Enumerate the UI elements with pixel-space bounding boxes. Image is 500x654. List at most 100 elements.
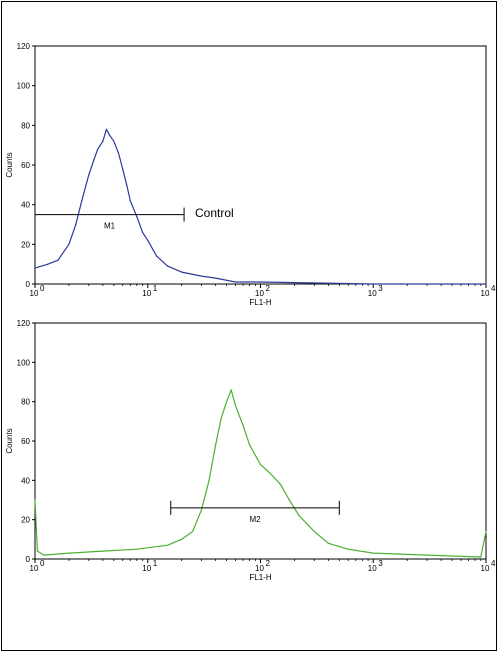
histogram-point [426,554,428,556]
x-tick-label: 10 [481,289,490,298]
histogram-panel-1: 020406080100120100101102103104FL1-HCount… [5,42,496,307]
histogram-point [248,444,251,446]
histogram-point [92,160,95,162]
histogram-point [480,556,482,558]
histogram-point [129,200,131,202]
histogram-series-line [34,128,486,285]
y-tick-label: 120 [17,42,31,51]
histogram-point [34,499,36,501]
histogram-point [122,168,124,170]
y-tick-label: 20 [21,516,30,525]
y-axis-title: Counts [5,428,14,453]
histogram-point [88,174,90,176]
histogram-point [259,281,262,283]
histogram-point [234,281,237,283]
x-tick-label: 10 [30,564,39,573]
histogram-point [347,548,349,550]
y-tick-label: 100 [17,358,31,367]
y-tick-label: 100 [17,82,31,91]
histogram-point [43,554,45,556]
x-axis-title: FL1-H [249,573,271,582]
x-tick-label: 10 [30,289,39,298]
y-tick-label: 60 [21,437,30,446]
histogram-point [126,184,128,186]
histogram-point [230,389,232,391]
histogram-point [215,444,217,446]
histogram-point [485,283,487,285]
histogram-point [141,231,144,234]
histogram-point [147,239,149,241]
histogram-point [75,223,77,226]
histogram-point [81,200,83,202]
x-tick-exponent: 1 [153,284,158,293]
y-tick-label: 80 [21,398,30,407]
x-tick-exponent: 0 [40,284,45,293]
histogram-point [36,550,38,552]
y-tick-label: 0 [26,555,31,564]
histogram-series-line [34,389,487,558]
histogram-point [102,550,104,552]
y-tick-label: 60 [21,161,30,170]
histogram-panel-2: 020406080100120100101102103104FL1-HCount… [5,319,496,582]
x-tick-exponent: 3 [378,559,383,568]
x-tick-label: 10 [368,289,377,298]
histogram-point [259,464,262,466]
histogram-point [47,263,49,265]
x-tick-exponent: 1 [153,559,158,568]
plot-area-border [34,45,487,285]
histogram-point [485,530,487,533]
histogram-point [215,277,217,279]
histogram-point [181,538,183,540]
histogram-point [242,424,244,426]
histogram-point [313,530,315,533]
x-tick-label: 10 [255,564,264,573]
histogram-point [136,215,138,218]
x-tick-exponent: 2 [266,559,271,568]
histogram-point [298,515,300,517]
control-annotation: Control [195,206,234,220]
histogram-point [156,255,158,257]
histogram-point [68,552,70,554]
histogram-point [113,140,115,142]
histogram-point [225,401,228,403]
histogram-point [167,265,169,267]
histogram-point [136,548,138,550]
x-tick-label: 10 [142,564,151,573]
y-axis-title: Counts [5,152,14,177]
y-tick-label: 80 [21,121,30,130]
histogram-point [34,267,36,269]
histogram-point [279,483,281,485]
histogram-point [97,148,99,150]
x-tick-label: 10 [255,289,264,298]
x-tick-exponent: 3 [378,284,383,293]
x-tick-exponent: 4 [491,559,496,568]
x-tick-exponent: 0 [40,559,45,568]
x-tick-exponent: 4 [491,284,496,293]
histogram-point [372,552,374,554]
histogram-point [327,542,329,544]
y-tick-label: 40 [21,201,30,210]
histogram-point [102,140,104,142]
histogram-point [167,544,169,546]
histogram-point [192,530,194,533]
histogram-point [208,479,210,481]
x-tick-exponent: 2 [266,284,271,293]
histogram-point [57,259,59,261]
x-axis-title: FL1-H [249,298,271,307]
marker-label: M2 [249,515,261,524]
y-tick-label: 40 [21,476,30,485]
histogram-point [117,152,120,154]
y-tick-label: 20 [21,240,30,249]
x-tick-label: 10 [142,289,151,298]
x-tick-label: 10 [481,564,490,573]
histogram-point [268,471,271,474]
y-tick-label: 0 [26,280,31,289]
x-tick-label: 10 [368,564,377,573]
histogram-point [105,128,108,130]
histogram-point [220,416,222,418]
histogram-point [181,271,183,273]
histogram-point [200,509,203,511]
marker-label: M1 [104,222,116,231]
